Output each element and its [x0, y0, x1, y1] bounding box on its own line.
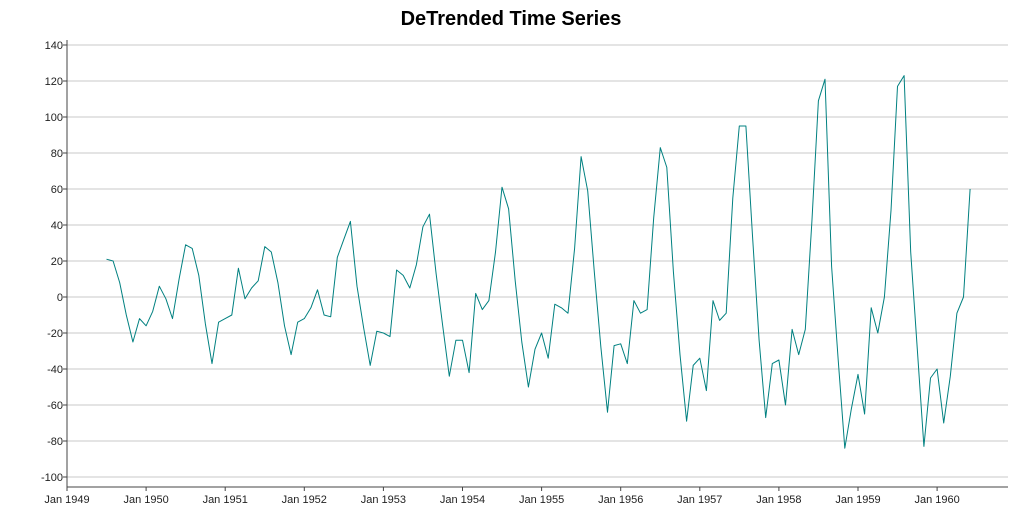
- x-tick-label: Jan 1951: [203, 494, 248, 506]
- x-tick-label: Jan 1960: [914, 494, 959, 506]
- y-tick-label: 0: [57, 292, 63, 304]
- x-tick-label: Jan 1949: [44, 494, 89, 506]
- x-axis-ticks: Jan 1949 Jan 1950 Jan 1951 Jan 1952 Jan 1953…: [44, 487, 960, 506]
- x-tick-label: Jan 1950: [123, 494, 168, 506]
- axes: [66, 40, 1008, 488]
- x-tick-label: Jan 1957: [677, 494, 722, 506]
- y-tick-label: 100: [45, 112, 63, 124]
- y-tick-label: 80: [51, 148, 63, 160]
- x-tick-label: Jan 1959: [835, 494, 880, 506]
- y-tick-label: 20: [51, 256, 63, 268]
- y-axis-ticks: -100 -80 -60 -40 -20 0 20 40 60 80 100 120 140: [41, 40, 67, 484]
- y-tick-label: -100: [41, 472, 63, 484]
- gridlines: [67, 44, 1008, 478]
- y-tick-label: -80: [47, 436, 63, 448]
- y-tick-label: -20: [47, 328, 63, 340]
- series-line: [106, 75, 971, 449]
- x-tick-label: Jan 1956: [598, 494, 643, 506]
- x-tick-label: Jan 1955: [519, 494, 564, 506]
- x-tick-label: Jan 1958: [756, 494, 801, 506]
- y-tick-label: 40: [51, 220, 63, 232]
- x-tick-label: Jan 1954: [440, 494, 485, 506]
- y-tick-label: 140: [45, 40, 63, 52]
- x-tick-label: Jan 1953: [361, 494, 406, 506]
- y-tick-label: 60: [51, 184, 63, 196]
- y-tick-label: -60: [47, 400, 63, 412]
- y-tick-label: 120: [45, 76, 63, 88]
- x-tick-label: Jan 1952: [282, 494, 327, 506]
- series-layer: [106, 75, 971, 449]
- y-tick-label: -40: [47, 364, 63, 376]
- chart-title: DeTrended Time Series: [400, 8, 622, 30]
